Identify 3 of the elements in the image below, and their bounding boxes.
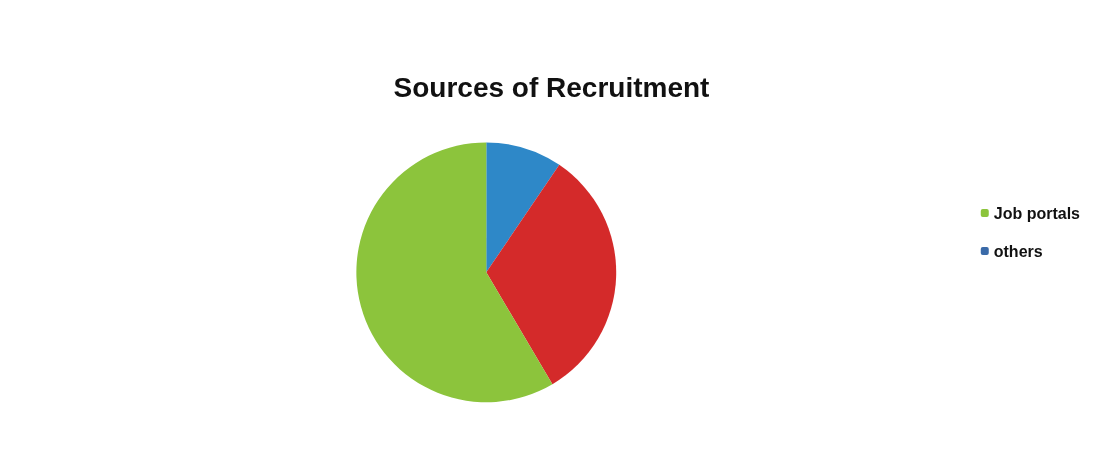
legend-label: Job portals bbox=[993, 204, 1081, 222]
legend-label: others bbox=[993, 242, 1043, 260]
chart-title: Sources of Recruitment bbox=[393, 71, 710, 103]
